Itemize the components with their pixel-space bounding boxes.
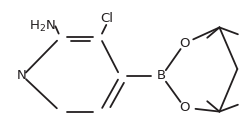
Text: N: N	[17, 70, 26, 82]
Text: $\mathregular{H_2N}$: $\mathregular{H_2N}$	[29, 19, 55, 34]
Text: O: O	[179, 37, 190, 50]
Text: O: O	[179, 101, 190, 114]
Text: B: B	[157, 70, 166, 82]
Text: Cl: Cl	[100, 12, 113, 25]
